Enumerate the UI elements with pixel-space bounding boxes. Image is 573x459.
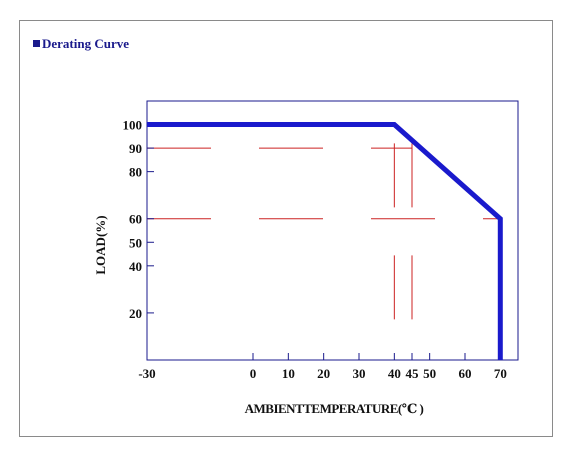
x-tick-label-0: 0 — [250, 366, 257, 381]
curves — [147, 122, 503, 360]
x-tick-label-45: 45 — [406, 366, 420, 381]
y-tick-label-20: 20 — [129, 306, 142, 321]
y-axis-label: LOAD(%) — [93, 215, 108, 275]
plot-area — [146, 100, 519, 361]
x-axis-label: AMBIENTTEMPERATURE(℃ ) — [244, 401, 424, 416]
x-tick-label-30: 30 — [353, 366, 366, 381]
chart-title: Derating Curve — [42, 36, 130, 51]
x-ticks: -30 0 10 20 30 40 45 50 60 70 — [138, 353, 507, 381]
y-tick-label-50: 50 — [129, 235, 142, 250]
x-tick-label-40: 40 — [388, 366, 401, 381]
y-tick-label-40: 40 — [129, 259, 142, 274]
x-tick-label-60: 60 — [459, 366, 472, 381]
y-tick-label-90: 90 — [129, 141, 142, 156]
x-tick-label-10: 10 — [282, 366, 295, 381]
y-ticks: 100 90 80 60 50 40 20 — [123, 118, 154, 321]
chart-frame — [19, 20, 553, 437]
y-tick-label-100: 100 — [123, 118, 143, 133]
y-tick-label-80: 80 — [129, 165, 142, 180]
chart-heading: Derating Curve — [33, 36, 129, 52]
reference-lines — [147, 143, 501, 348]
x-tick-label-20: 20 — [317, 366, 330, 381]
x-tick-label-70: 70 — [494, 366, 507, 381]
y-tick-label-60: 60 — [129, 212, 142, 227]
derating-curve — [147, 122, 503, 360]
x-tick-label--30: -30 — [138, 366, 155, 381]
title-bullet-icon — [33, 40, 40, 47]
x-tick-label-50: 50 — [423, 366, 436, 381]
